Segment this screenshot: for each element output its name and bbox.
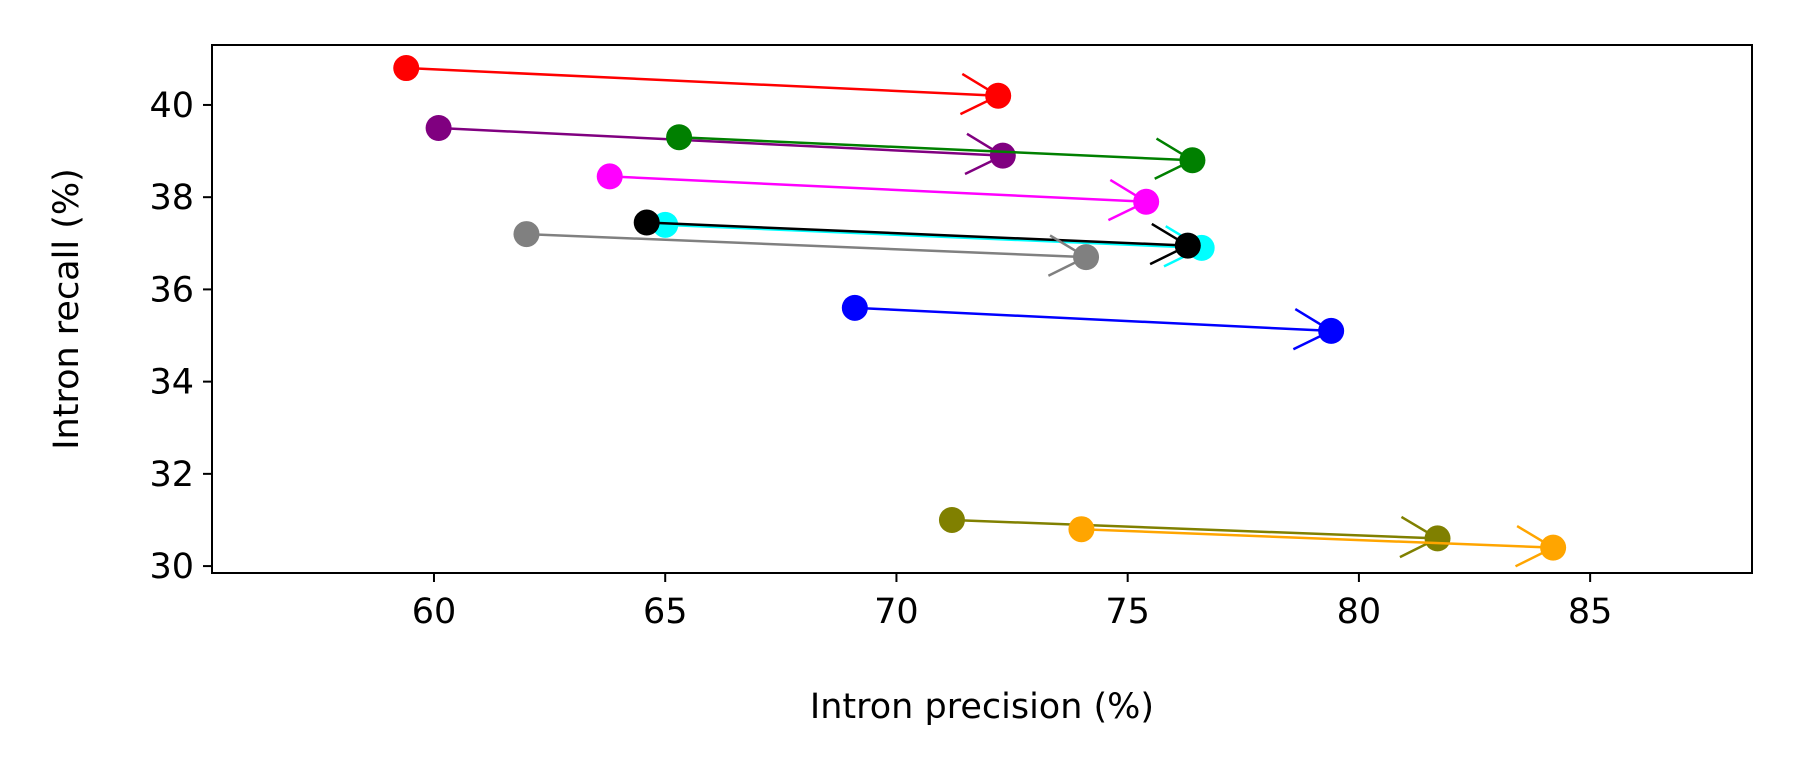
series-1 — [425, 115, 1016, 176]
start-point — [938, 506, 965, 533]
start-point — [1068, 516, 1095, 543]
y-tick-label-40: 40 — [149, 86, 194, 126]
start-point — [841, 294, 868, 321]
end-point — [1073, 244, 1100, 271]
start-point — [513, 221, 540, 248]
series-5 — [633, 209, 1201, 266]
end-point — [989, 142, 1016, 169]
chart-marks — [393, 55, 1567, 568]
x-tick-label-70: 70 — [874, 592, 919, 632]
end-point — [1318, 317, 1345, 344]
arrow-line — [951, 518, 1438, 540]
arrow-line — [679, 135, 1193, 162]
arrow-line — [854, 306, 1332, 333]
x-tick-label-80: 80 — [1337, 592, 1382, 632]
y-tick-label-32: 32 — [149, 455, 194, 495]
series-6 — [513, 221, 1100, 277]
y-tick-label-38: 38 — [149, 178, 194, 218]
series-2 — [666, 124, 1206, 180]
end-point — [1133, 188, 1160, 215]
end-point — [1424, 525, 1451, 552]
end-point — [1540, 534, 1567, 561]
x-axis: 60 65 70 75 80 85 — [412, 573, 1613, 632]
series-4 — [652, 211, 1215, 268]
arrow-line — [609, 175, 1147, 204]
series-9 — [1068, 516, 1567, 568]
arrow-line — [646, 221, 1188, 247]
start-point — [425, 115, 452, 142]
y-tick-label-34: 34 — [149, 363, 194, 403]
series-7 — [841, 294, 1345, 351]
arrow-line — [1081, 527, 1554, 549]
x-tick-label-75: 75 — [1105, 592, 1150, 632]
arrow-line — [526, 232, 1087, 259]
start-point — [393, 55, 420, 82]
plot-frame — [211, 44, 1753, 574]
series-0 — [393, 55, 1012, 116]
x-tick-label-65: 65 — [643, 592, 688, 632]
arrow-line — [665, 223, 1202, 250]
y-axis-label: Intron recall (%) — [47, 168, 87, 450]
start-point — [596, 163, 623, 190]
x-tick-label-85: 85 — [1568, 592, 1613, 632]
series-3 — [596, 163, 1160, 222]
y-tick-label-30: 30 — [149, 547, 194, 587]
end-point — [1174, 232, 1201, 259]
y-tick-label-36: 36 — [149, 270, 194, 310]
end-point — [1179, 147, 1206, 174]
series-8 — [938, 506, 1451, 559]
x-axis-label: Intron precision (%) — [810, 687, 1154, 727]
x-tick-label-60: 60 — [412, 592, 457, 632]
arrow-line — [406, 66, 999, 97]
y-axis: 30 32 34 36 38 40 — [149, 86, 212, 587]
arrow-line — [438, 126, 1003, 157]
start-point — [666, 124, 693, 151]
end-point — [985, 82, 1012, 109]
start-point — [633, 209, 660, 236]
